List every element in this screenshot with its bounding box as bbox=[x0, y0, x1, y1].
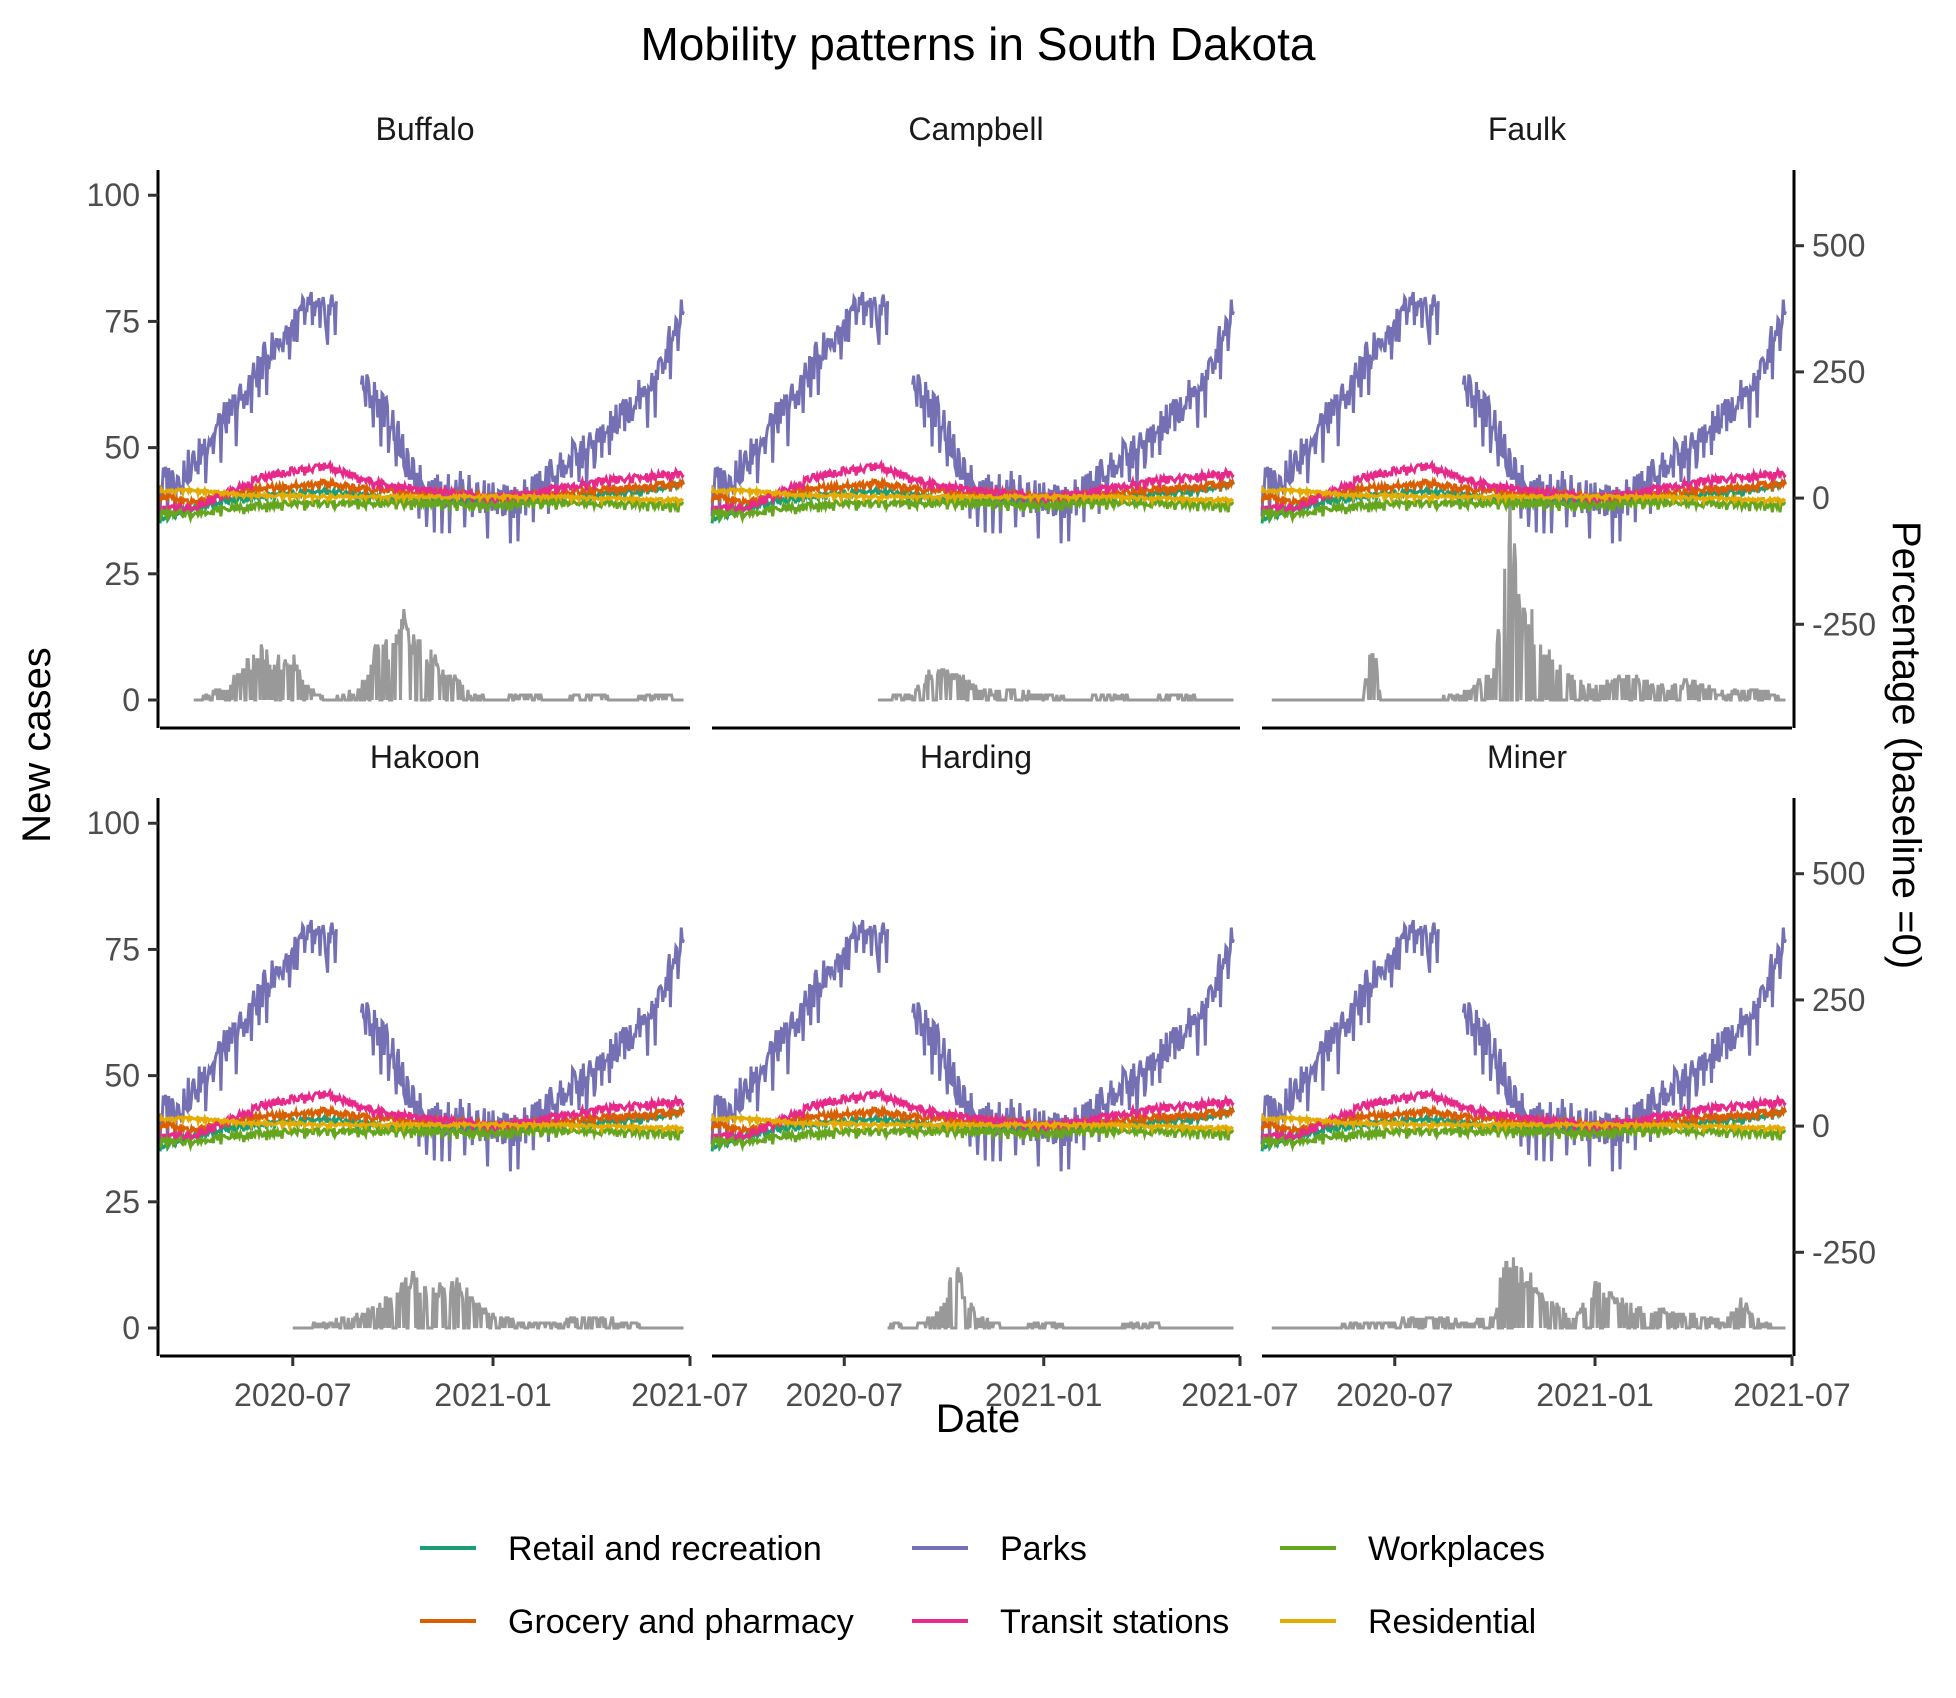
y-tick-label-right: 250 bbox=[1812, 982, 1865, 1018]
panel-title: Buffalo bbox=[375, 111, 474, 147]
legend-label: Transit stations bbox=[1000, 1603, 1229, 1641]
series-line-grocery-and-pharmacy bbox=[710, 475, 1235, 510]
series-line-grocery-and-pharmacy bbox=[158, 475, 685, 510]
series-line-workplaces bbox=[710, 493, 1235, 525]
series-line-grocery-and-pharmacy bbox=[158, 1103, 685, 1138]
legend-label: Parks bbox=[1000, 1530, 1087, 1568]
legend-label: Workplaces bbox=[1368, 1530, 1545, 1568]
panel-buffalo: Buffalo 0 25 50 75 100 bbox=[87, 111, 690, 730]
series-line-residential bbox=[1260, 1112, 1786, 1137]
legend-item: Parks bbox=[912, 1530, 1087, 1568]
series-line-workplaces bbox=[1260, 1121, 1787, 1153]
panel-title: Hakoon bbox=[370, 739, 480, 775]
cases-line bbox=[292, 1271, 684, 1330]
y-tick-label-left: 25 bbox=[104, 1184, 140, 1220]
y-tick-label-right: 500 bbox=[1812, 228, 1865, 264]
series-line-transit-stations bbox=[1260, 459, 1787, 517]
series-line-residential bbox=[710, 484, 1234, 509]
series-line-workplaces bbox=[158, 1121, 685, 1153]
x-axis-label: Date bbox=[936, 1397, 1021, 1441]
x-tick-label: 2021-07 bbox=[631, 1377, 748, 1413]
series-line-transit-stations bbox=[158, 459, 685, 517]
x-tick-label: 2021-07 bbox=[1733, 1377, 1850, 1413]
y-tick-label-right: -250 bbox=[1812, 606, 1876, 642]
legend: Retail and recreation Grocery and pharmac… bbox=[420, 1530, 1545, 1641]
y-tick-label-left: 50 bbox=[104, 430, 140, 466]
y-tick-label-right: 500 bbox=[1812, 856, 1865, 892]
legend-item: Residential bbox=[1280, 1603, 1536, 1641]
panel-title: Faulk bbox=[1488, 111, 1567, 147]
y-tick-label-left: 100 bbox=[87, 805, 140, 841]
x-tick-label: 2021-07 bbox=[1181, 1377, 1298, 1413]
y-axis-label-right: Percentage (baseline =0) bbox=[1884, 521, 1928, 969]
panel-miner: Miner 2020-07 2021-01 2021-07 -250 0 250 500 bbox=[1260, 739, 1876, 1413]
series-line-residential bbox=[158, 484, 684, 509]
legend-label: Grocery and pharmacy bbox=[508, 1603, 854, 1641]
series-line-transit-stations bbox=[710, 459, 1235, 517]
y-tick-label-left: 75 bbox=[104, 931, 140, 967]
series-line-workplaces bbox=[710, 1121, 1235, 1153]
panel-title: Miner bbox=[1487, 739, 1567, 775]
panel-faulk: Faulk -250 0 250 500 bbox=[1260, 111, 1876, 730]
x-tick-label: 2020-07 bbox=[1336, 1377, 1453, 1413]
cases-line bbox=[877, 668, 1234, 702]
legend-item: Retail and recreation bbox=[420, 1530, 822, 1568]
y-tick-label-right: -250 bbox=[1812, 1234, 1876, 1270]
series-line-grocery-and-pharmacy bbox=[1260, 475, 1787, 510]
y-tick-label-left: 100 bbox=[87, 177, 140, 213]
y-tick-label-left: 25 bbox=[104, 556, 140, 592]
panel-campbell: Campbell bbox=[710, 111, 1240, 730]
x-tick-label: 2021-01 bbox=[1536, 1377, 1653, 1413]
series-line-transit-stations bbox=[1260, 1087, 1787, 1145]
y-tick-label-left: 0 bbox=[122, 1310, 140, 1346]
x-tick-label: 2021-01 bbox=[985, 1377, 1102, 1413]
legend-item: Transit stations bbox=[912, 1603, 1229, 1641]
x-tick-label: 2021-01 bbox=[434, 1377, 551, 1413]
x-tick-label: 2020-07 bbox=[786, 1377, 903, 1413]
legend-item: Grocery and pharmacy bbox=[420, 1603, 854, 1641]
series-line-residential bbox=[710, 1112, 1234, 1137]
y-tick-label-right: 0 bbox=[1812, 1108, 1830, 1144]
series-line-workplaces bbox=[1260, 493, 1787, 525]
series-line-transit-stations bbox=[158, 1087, 685, 1145]
y-tick-label-left: 75 bbox=[104, 303, 140, 339]
chart-title: Mobility patterns in South Dakota bbox=[640, 18, 1315, 70]
y-tick-label-right: 0 bbox=[1812, 480, 1830, 516]
series-line-residential bbox=[158, 1112, 684, 1137]
x-tick-label: 2020-07 bbox=[234, 1377, 351, 1413]
series-line-workplaces bbox=[158, 493, 685, 525]
cases-line bbox=[1271, 492, 1786, 702]
panel-harding: Harding 2020-07 2021-01 2021-07 bbox=[710, 739, 1299, 1413]
y-axis-label-left: New cases bbox=[15, 647, 59, 843]
y-tick-label-left: 50 bbox=[104, 1058, 140, 1094]
series-line-residential bbox=[1260, 484, 1786, 509]
cases-line bbox=[887, 1267, 1234, 1330]
y-tick-label-right: 250 bbox=[1812, 354, 1865, 390]
y-tick-label-left: 0 bbox=[122, 682, 140, 718]
series-line-grocery-and-pharmacy bbox=[1260, 1103, 1787, 1138]
panel-title: Harding bbox=[920, 739, 1032, 775]
cases-line bbox=[1271, 1257, 1786, 1330]
panel-title: Campbell bbox=[908, 111, 1043, 147]
cases-line bbox=[193, 608, 684, 702]
legend-label: Retail and recreation bbox=[508, 1530, 822, 1568]
series-line-transit-stations bbox=[710, 1087, 1235, 1145]
panel-hakoon: Hakoon 2020-07 2021-01 2021-07 0 25 50 75 100 bbox=[87, 739, 749, 1413]
legend-label: Residential bbox=[1368, 1603, 1536, 1641]
series-line-grocery-and-pharmacy bbox=[710, 1103, 1235, 1138]
legend-item: Workplaces bbox=[1280, 1530, 1545, 1568]
